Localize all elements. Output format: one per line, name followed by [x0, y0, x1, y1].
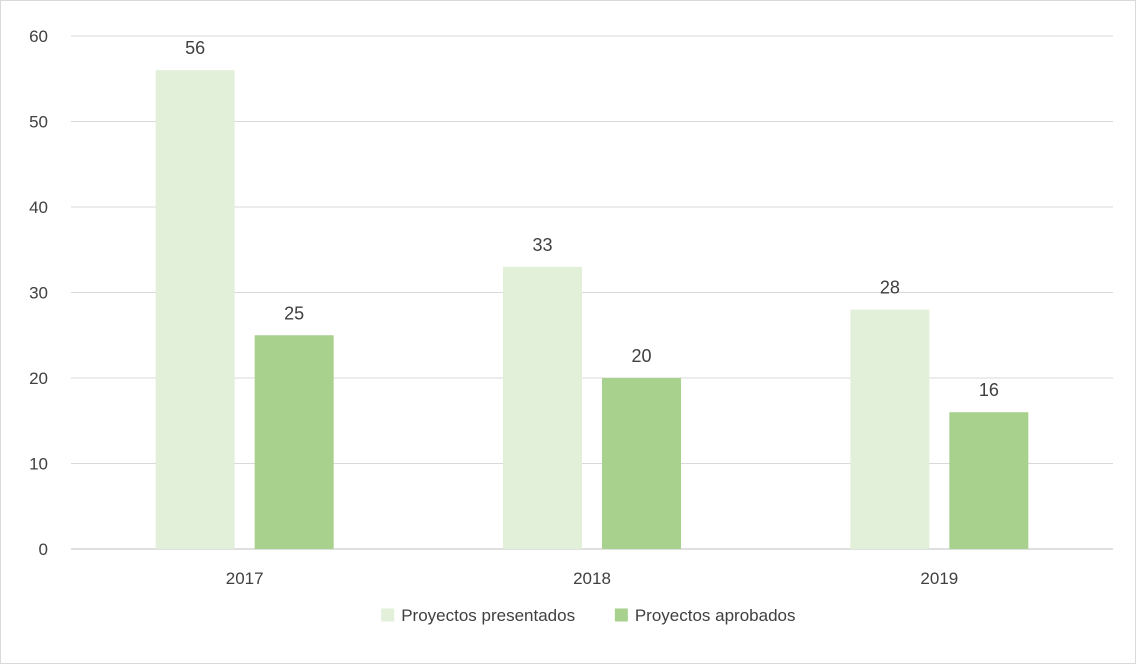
y-tick-label: 0: [39, 540, 48, 559]
data-label: 25: [284, 303, 304, 323]
bar: [602, 378, 681, 549]
data-label: 28: [880, 278, 900, 298]
x-tick-label: 2017: [226, 569, 264, 588]
y-tick-label: 10: [29, 455, 48, 474]
legend-swatch: [614, 608, 628, 622]
bars: [155, 70, 1029, 549]
data-label: 16: [979, 380, 999, 400]
x-axis-ticks: 2017 2018 2019: [226, 569, 958, 588]
data-label: 33: [532, 235, 552, 255]
bar: [949, 412, 1029, 549]
data-label: 56: [185, 38, 205, 58]
y-tick-label: 60: [29, 27, 48, 46]
y-tick-label: 40: [29, 198, 48, 217]
data-labels: 56 25 33 20 28 16: [185, 38, 999, 400]
y-tick-label: 30: [29, 284, 48, 303]
gridlines: [71, 35, 1113, 550]
y-axis-ticks: 0 10 20 30 40 50 60: [29, 27, 48, 559]
y-tick-label: 20: [29, 369, 48, 388]
bar: [254, 335, 334, 549]
x-tick-label: 2019: [920, 569, 958, 588]
legend-swatch: [381, 608, 395, 622]
x-tick-label: 2018: [573, 569, 611, 588]
bar: [155, 70, 235, 549]
legend-label: Proyectos aprobados: [635, 606, 796, 625]
legend: Proyectos presentados Proyectos aprobados: [381, 606, 795, 625]
y-tick-label: 50: [29, 113, 48, 132]
legend-label: Proyectos presentados: [401, 606, 575, 625]
bar: [850, 309, 930, 549]
bar: [503, 266, 582, 549]
data-label: 20: [631, 346, 651, 366]
